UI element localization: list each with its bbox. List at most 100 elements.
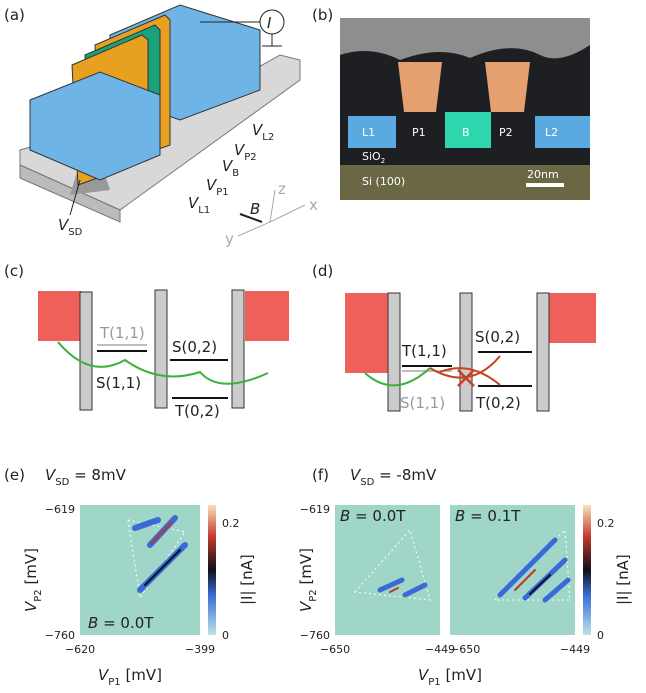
scale-label: 20nm bbox=[527, 168, 559, 181]
axis-label: x bbox=[309, 196, 318, 214]
panel-title: VSD = 8mV bbox=[45, 466, 127, 488]
colorbar-tick: 0 bbox=[597, 629, 604, 642]
state-label: S(1,1) bbox=[400, 394, 445, 412]
panel-b: (b) L1 P1 B P2 L2 SiO2 Si (100) 20nm bbox=[312, 6, 590, 200]
colorbar bbox=[208, 505, 216, 635]
field-label: B = 0.0T bbox=[340, 507, 406, 525]
source-label: VSD bbox=[58, 216, 83, 238]
y-axis-label: VP2 [mV] bbox=[22, 548, 44, 612]
region-label: L1 bbox=[362, 126, 375, 139]
gate-label: VL1 bbox=[188, 194, 210, 216]
colorbar-tick: 0.2 bbox=[597, 517, 615, 530]
panel-d: (d) T(1,1) S(0,2) S(1,1) T(0,2) bbox=[312, 262, 596, 412]
block-l1 bbox=[29, 71, 161, 181]
y-tick-label: −619 bbox=[300, 503, 330, 516]
oxide-label: SiO2 bbox=[362, 150, 385, 165]
current-streaks bbox=[497, 537, 571, 603]
x-tick-label: −449 bbox=[560, 643, 590, 656]
panel-label: (b) bbox=[312, 6, 333, 24]
current-label: I bbox=[267, 14, 272, 32]
reservoir bbox=[38, 291, 82, 341]
barrier bbox=[231, 289, 245, 409]
x-tick-label: −650 bbox=[320, 643, 350, 656]
panel-label: (e) bbox=[4, 466, 25, 484]
ammeter bbox=[259, 9, 285, 35]
gate-l1 bbox=[348, 116, 396, 148]
map bbox=[335, 505, 440, 635]
axis-label: z bbox=[278, 180, 286, 198]
reservoir bbox=[345, 293, 390, 373]
blocked-transition bbox=[439, 367, 501, 386]
region-label: P2 bbox=[499, 126, 513, 139]
y-tick-label: −760 bbox=[300, 629, 330, 642]
gate-label: VP2 bbox=[234, 141, 257, 163]
panel-label: (c) bbox=[4, 262, 24, 280]
substrate-side bbox=[19, 164, 121, 223]
panel-label: (a) bbox=[4, 6, 25, 24]
state-label: T(0,2) bbox=[174, 402, 220, 420]
field-label: B = 0.1T bbox=[455, 507, 521, 525]
region-label: L2 bbox=[545, 126, 558, 139]
triangle bbox=[353, 528, 431, 601]
state-label: T(1,1) bbox=[401, 342, 447, 360]
cap-layer bbox=[340, 18, 590, 60]
barrier bbox=[154, 289, 168, 409]
field-label: B bbox=[250, 200, 260, 218]
transition bbox=[364, 367, 431, 387]
gate-p2 bbox=[485, 62, 530, 112]
axis-label: y bbox=[225, 230, 234, 248]
gate-l2 bbox=[535, 116, 590, 148]
field-label: B = 0.0T bbox=[88, 614, 154, 632]
panel-c: (c) T(1,1) S(0,2) S(1,1) T(0,2) bbox=[4, 262, 289, 420]
y-tick-label: −619 bbox=[45, 503, 75, 516]
state-label: S(1,1) bbox=[96, 374, 141, 392]
state-label: S(0,2) bbox=[475, 328, 520, 346]
panel-title: VSD = -8mV bbox=[350, 466, 437, 488]
gate-p1 bbox=[398, 62, 442, 112]
x-tick-label: −449 bbox=[425, 643, 455, 656]
x-tick-label: −620 bbox=[65, 643, 95, 656]
substrate-label: Si (100) bbox=[362, 175, 405, 188]
state-label: S(0,2) bbox=[172, 338, 217, 356]
reservoir bbox=[548, 293, 596, 343]
pointer bbox=[69, 179, 81, 216]
triangle bbox=[493, 528, 571, 601]
state-label: T(1,1) bbox=[99, 324, 145, 342]
colorbar-label: |I| [nA] bbox=[238, 554, 256, 605]
panel-f: (f) VSD = -8mV −619 −760 B = 0.0T B = 0.… bbox=[297, 466, 632, 688]
x-tick-label: −650 bbox=[450, 643, 480, 656]
state-label: T(0,2) bbox=[475, 394, 521, 412]
gate-label: VP1 bbox=[206, 176, 229, 198]
barrier bbox=[536, 292, 550, 412]
x-axis-label: VP1 [mV] bbox=[418, 666, 482, 688]
barrier bbox=[459, 292, 473, 412]
axes-glyph bbox=[237, 189, 306, 237]
current-streaks bbox=[132, 515, 188, 593]
cross bbox=[457, 369, 475, 387]
barrier bbox=[387, 292, 401, 412]
silicon bbox=[340, 165, 590, 200]
region-label: B bbox=[462, 126, 470, 139]
panel-e: (e) VSD = 8mV −619 −760 −620 −399 VP1 [m… bbox=[4, 466, 256, 688]
gate-label: VB bbox=[222, 157, 239, 179]
x-tick-label: −399 bbox=[185, 643, 215, 656]
region-label: P1 bbox=[412, 126, 426, 139]
colorbar bbox=[583, 505, 591, 635]
panel-label: (f) bbox=[312, 466, 329, 484]
scale-bar bbox=[526, 183, 564, 187]
y-tick-label: −760 bbox=[45, 629, 75, 642]
field-arrow bbox=[239, 213, 263, 223]
barrier bbox=[79, 291, 93, 411]
reservoir bbox=[245, 291, 289, 341]
transition bbox=[57, 341, 269, 385]
current-streaks bbox=[377, 577, 428, 598]
colorbar-label: |I| [nA] bbox=[614, 554, 632, 605]
colorbar-tick: 0.2 bbox=[222, 517, 240, 530]
gate-b bbox=[445, 112, 491, 148]
x-axis-label: VP1 [mV] bbox=[98, 666, 162, 688]
panel-label: (d) bbox=[312, 262, 333, 280]
y-axis-label: VP2 [mV] bbox=[297, 548, 319, 612]
colorbar-tick: 0 bbox=[222, 629, 229, 642]
